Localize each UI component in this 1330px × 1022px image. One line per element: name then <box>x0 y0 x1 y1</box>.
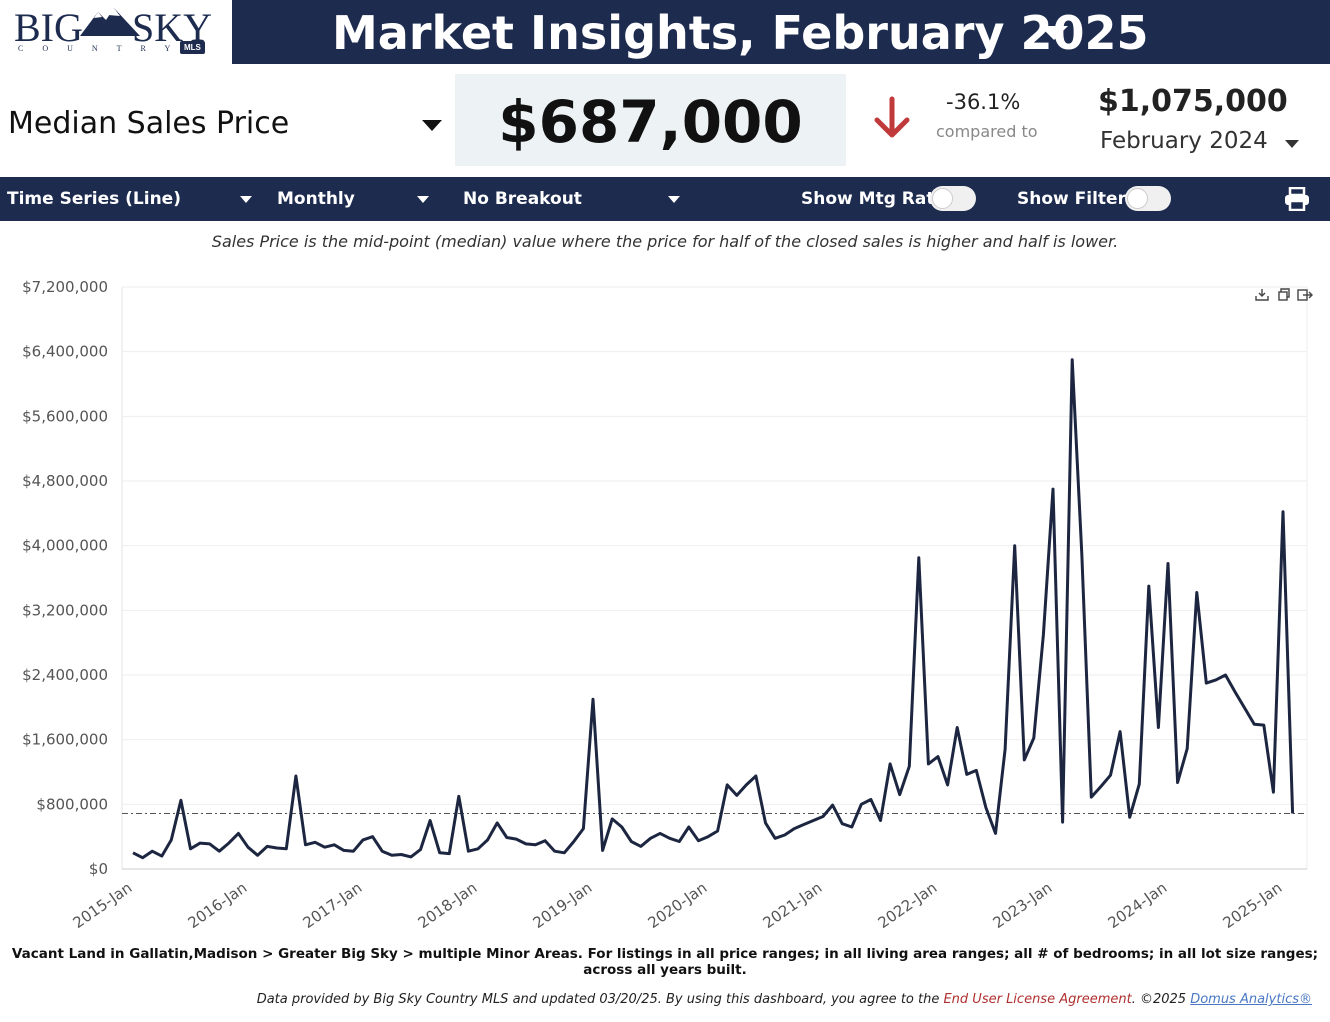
show-mtg-rate-label: Show Mtg Rate: <box>801 189 953 209</box>
logo-big-text: BIG <box>14 5 83 50</box>
x-tick-label: 2021-Jan <box>760 879 826 932</box>
logo-mls-badge: MLS <box>180 41 205 54</box>
metric-chevron-down-icon[interactable] <box>422 120 442 131</box>
series-line <box>132 358 1295 860</box>
title-bar: Market Insights, February 2025 <box>232 0 1330 64</box>
copyright-text: . ©2025 <box>1131 992 1191 1007</box>
y-tick-label: $7,200,000 <box>22 278 108 296</box>
print-icon[interactable] <box>1284 187 1310 211</box>
y-tick-label: $4,000,000 <box>22 537 108 555</box>
y-tick-label: $4,800,000 <box>22 472 108 490</box>
period-chevron-down-icon[interactable] <box>1285 140 1299 148</box>
y-tick-label: $0 <box>89 860 108 878</box>
footer: Data provided by Big Sky Country MLS and… <box>257 992 1312 1007</box>
footer-text: Data provided by Big Sky Country MLS and… <box>256 992 944 1007</box>
x-tick-label: 2018-Jan <box>415 879 481 932</box>
toggle-knob <box>1127 188 1148 209</box>
chart-type-select[interactable]: Time Series (Line) <box>7 189 181 209</box>
filters-toggle[interactable] <box>1125 186 1171 211</box>
chart-type-chevron-down-icon[interactable] <box>240 196 252 203</box>
compared-to-label: compared to <box>936 122 1038 141</box>
logo: BIG SKY COUNTRY MLS <box>0 0 232 64</box>
change-percent: -36.1% <box>946 90 1021 114</box>
chart-toolbox <box>1254 288 1314 307</box>
metric-value: $687,000 <box>498 88 803 156</box>
filters-summary: Vacant Land in Gallatin,Madison > Greate… <box>11 946 1319 978</box>
compare-value: $1,075,000 <box>1098 84 1288 119</box>
breakout-chevron-down-icon[interactable] <box>668 196 680 203</box>
y-tick-label: $1,600,000 <box>22 731 108 749</box>
x-tick-label: 2022-Jan <box>875 879 941 932</box>
metric-description: Sales Price is the mid-point (median) va… <box>211 232 1119 251</box>
x-tick-label: 2020-Jan <box>645 879 711 932</box>
mtg-rate-toggle[interactable] <box>930 186 976 211</box>
x-tick-label: 2025-Jan <box>1220 879 1286 932</box>
compare-period-select[interactable]: February 2024 <box>1100 128 1268 154</box>
interval-select[interactable]: Monthly <box>277 189 355 209</box>
x-tick-label: 2024-Jan <box>1105 879 1171 932</box>
y-tick-label: $5,600,000 <box>22 407 108 425</box>
title-chevron-down-icon[interactable] <box>1040 26 1068 40</box>
x-tick-label: 2017-Jan <box>300 879 366 932</box>
y-tick-label: $6,400,000 <box>22 343 108 361</box>
eula-link[interactable]: End User License Agreement <box>943 992 1132 1007</box>
export-icon[interactable] <box>1297 289 1313 301</box>
copy-icon[interactable] <box>1278 288 1290 301</box>
x-tick-label: 2023-Jan <box>990 879 1056 932</box>
breakout-select[interactable]: No Breakout <box>463 189 582 209</box>
toggle-knob <box>932 188 953 209</box>
line-chart: $0 $800,000 $1,600,000 $2,400,000 $3,200,000… <box>22 278 1308 932</box>
arrow-down-icon <box>874 96 910 138</box>
interval-chevron-down-icon[interactable] <box>417 196 429 203</box>
metric-value-box: $687,000 <box>455 74 846 166</box>
toolbar: Time Series (Line) Monthly No Breakout S… <box>0 177 1330 221</box>
page-title[interactable]: Market Insights, February 2025 <box>332 6 1149 60</box>
x-tick-label: 2016-Jan <box>185 879 251 932</box>
show-filters-label: Show Filters: <box>1017 189 1143 209</box>
domus-link[interactable]: Domus Analytics® <box>1190 992 1312 1007</box>
download-icon[interactable] <box>1255 289 1269 301</box>
y-tick-label: $800,000 <box>36 795 108 813</box>
y-tick-label: $3,200,000 <box>22 601 108 619</box>
mountain-icon <box>80 8 140 36</box>
y-tick-label: $2,400,000 <box>22 666 108 684</box>
logo-country-text: COUNTRY <box>18 44 190 53</box>
x-tick-label: 2015-Jan <box>70 879 136 932</box>
x-tick-label: 2019-Jan <box>530 879 596 932</box>
metric-select-label[interactable]: Median Sales Price <box>8 106 290 141</box>
